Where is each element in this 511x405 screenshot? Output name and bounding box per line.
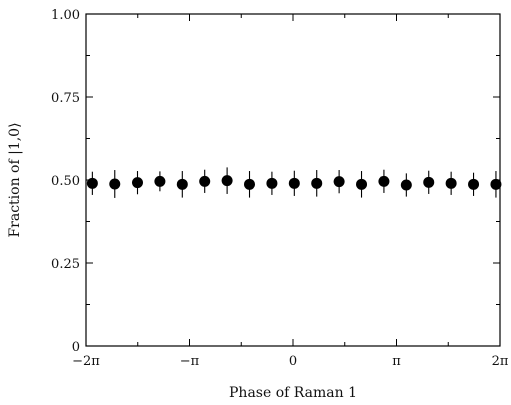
y-axis-title: Fraction of |1,0⟩: [7, 122, 23, 237]
x-axis-title: Phase of Raman 1: [229, 385, 357, 401]
data-point: [400, 179, 412, 191]
data-point: [288, 177, 300, 189]
data-point: [378, 175, 390, 187]
y-tick-label: 1.00: [51, 8, 80, 23]
data-point: [109, 178, 121, 190]
data-point: [176, 178, 188, 190]
data-point: [445, 177, 457, 189]
data-point: [266, 177, 278, 189]
data-point: [333, 176, 345, 188]
x-tick-label: −2π: [72, 354, 100, 369]
ticks-layer: −2π −π 0 π 2π 0 0.25 0.50 0.75 1.00: [51, 8, 509, 369]
data-point: [199, 175, 211, 187]
y-tick-label: 0: [72, 340, 80, 355]
data-point: [244, 178, 256, 190]
x-tick-label: −π: [180, 354, 200, 369]
data-point: [154, 175, 166, 187]
y-tick-label: 0.50: [51, 174, 80, 189]
points-layer: [86, 175, 502, 191]
data-point: [490, 178, 502, 190]
y-tick-label: 0.75: [51, 91, 80, 106]
data-point: [311, 177, 323, 189]
data-point: [423, 176, 435, 188]
data-point: [468, 178, 480, 190]
x-tick-label: 2π: [492, 354, 509, 369]
data-point: [131, 177, 143, 189]
data-point: [86, 177, 98, 189]
y-tick-label: 0.25: [51, 257, 80, 272]
data-point: [356, 178, 368, 190]
x-tick-label: 0: [289, 354, 297, 369]
x-tick-label: π: [392, 354, 401, 369]
data-point: [221, 175, 233, 187]
